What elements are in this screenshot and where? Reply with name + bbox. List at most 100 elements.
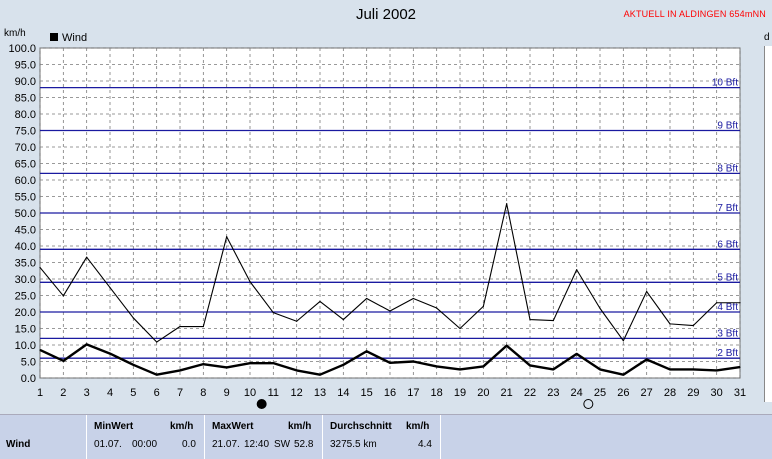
y-tick-label: 45.0 <box>15 225 36 237</box>
x-tick-label: 21 <box>501 387 513 399</box>
location-badge: AKTUELL IN ALDINGEN 654mNN <box>623 9 766 19</box>
beaufort-label: 10 Bft <box>712 78 738 89</box>
data-point <box>482 305 484 307</box>
data-point <box>412 297 414 300</box>
data-point <box>506 203 508 205</box>
y-tick-label: 10.0 <box>15 340 36 352</box>
x-tick-label: 29 <box>687 387 699 399</box>
y-tick-label: 40.0 <box>15 241 36 253</box>
data-point <box>669 368 671 371</box>
data-point <box>249 362 251 364</box>
x-tick-label: 27 <box>641 387 653 399</box>
data-point <box>62 295 64 297</box>
data-point <box>552 319 554 322</box>
legend: Wind <box>50 32 87 44</box>
data-point <box>576 269 578 271</box>
y-tick-label: 75.0 <box>15 126 36 138</box>
min-date: 01.07. <box>94 439 122 450</box>
data-point <box>342 364 344 366</box>
x-tick-label: 15 <box>361 387 373 399</box>
new-moon-icon <box>583 399 594 409</box>
x-tick-label: 23 <box>547 387 559 399</box>
min-time: 00:00 <box>132 439 158 450</box>
y-tick-label: 95.0 <box>15 60 36 72</box>
data-point <box>739 302 741 304</box>
data-point <box>179 369 181 372</box>
beaufort-label: 7 Bft <box>717 203 738 214</box>
data-point <box>39 349 41 351</box>
max-header: MaxWert <box>212 421 254 432</box>
data-point <box>39 266 41 269</box>
x-tick-label: 3 <box>84 387 90 399</box>
y-tick-label: 15.0 <box>15 324 36 336</box>
x-tick-label: 9 <box>224 387 230 399</box>
x-tick-label: 1 <box>37 387 43 399</box>
y-tick-label: 90.0 <box>15 76 36 88</box>
x-tick-label: 28 <box>664 387 676 399</box>
data-point <box>132 364 134 366</box>
x-tick-label: 5 <box>130 387 136 399</box>
avg-unit: km/h <box>406 421 430 432</box>
data-point <box>646 358 648 361</box>
y-tick-label: 35.0 <box>15 258 36 270</box>
x-tick-label: 20 <box>477 387 489 399</box>
beaufort-label: 2 Bft <box>717 348 738 359</box>
x-tick-label: 24 <box>571 387 583 399</box>
data-point <box>62 360 64 362</box>
data-point <box>506 345 508 347</box>
x-tick-label: 14 <box>337 387 349 399</box>
legend-swatch <box>50 33 58 41</box>
y-tick-label: 70.0 <box>15 142 36 154</box>
max-value: 52.8 <box>294 439 314 450</box>
data-point <box>202 363 204 365</box>
x-tick-label: 30 <box>711 387 723 399</box>
full-moon-icon <box>256 399 267 409</box>
stats-panel: Wind MinWert km/h 01.07. 00:00 0.0 MaxWe… <box>0 414 772 459</box>
x-tick-label: 19 <box>454 387 466 399</box>
x-tick-label: 16 <box>384 387 396 399</box>
beaufort-label: 5 Bft <box>717 272 738 283</box>
data-point <box>156 341 158 343</box>
data-point <box>646 290 648 293</box>
x-tick-label: 7 <box>177 387 183 399</box>
beaufort-label: 3 Bft <box>717 328 738 339</box>
max-direction: SW <box>274 439 291 450</box>
stats-max-cell: MaxWert km/h 21.07. 12:40 SW 52.8 <box>204 415 323 459</box>
beaufort-label: 8 Bft <box>717 163 738 174</box>
y-tick-label: 50.0 <box>15 208 36 220</box>
data-point <box>366 350 368 352</box>
wind-chart: 2 Bft 3 Bft 4 Bft 5 Bft 6 Bft 7 Bft 8 Bft 9 Bft… <box>8 43 746 409</box>
data-point <box>412 360 414 363</box>
data-point <box>622 340 624 342</box>
right-side-bar <box>764 46 772 402</box>
avg-header: Durchschnitt <box>330 421 392 432</box>
data-point <box>576 353 578 355</box>
data-point <box>249 281 251 283</box>
y-tick-label: 100.0 <box>8 43 36 55</box>
x-tick-label: 6 <box>154 387 160 399</box>
data-point <box>436 365 438 368</box>
y-tick-label: 30.0 <box>15 274 36 286</box>
data-point <box>296 369 298 372</box>
data-point <box>436 307 438 309</box>
x-tick-label: 26 <box>617 387 629 399</box>
data-point <box>272 312 274 314</box>
data-point <box>622 374 624 376</box>
chart-title: Juli 2002 <box>355 6 417 23</box>
stats-avg-cell: Durchschnitt km/h 3275.5 km 4.4 <box>322 415 441 459</box>
x-tick-label: 18 <box>431 387 443 399</box>
x-tick-label: 4 <box>107 387 113 399</box>
y-tick-label: 80.0 <box>15 109 36 121</box>
y-tick-label: 0.0 <box>21 373 36 385</box>
y-tick-label: 25.0 <box>15 291 36 303</box>
max-unit: km/h <box>288 421 312 432</box>
right-axis-label: d <box>764 32 770 43</box>
min-value: 0.0 <box>182 439 196 450</box>
x-tick-label: 13 <box>314 387 326 399</box>
data-point <box>202 325 204 328</box>
x-tick-label: 10 <box>244 387 256 399</box>
data-point <box>692 324 694 327</box>
y-tick-label: 60.0 <box>15 175 36 187</box>
y-tick-label: 65.0 <box>15 159 36 171</box>
data-point <box>179 325 181 328</box>
